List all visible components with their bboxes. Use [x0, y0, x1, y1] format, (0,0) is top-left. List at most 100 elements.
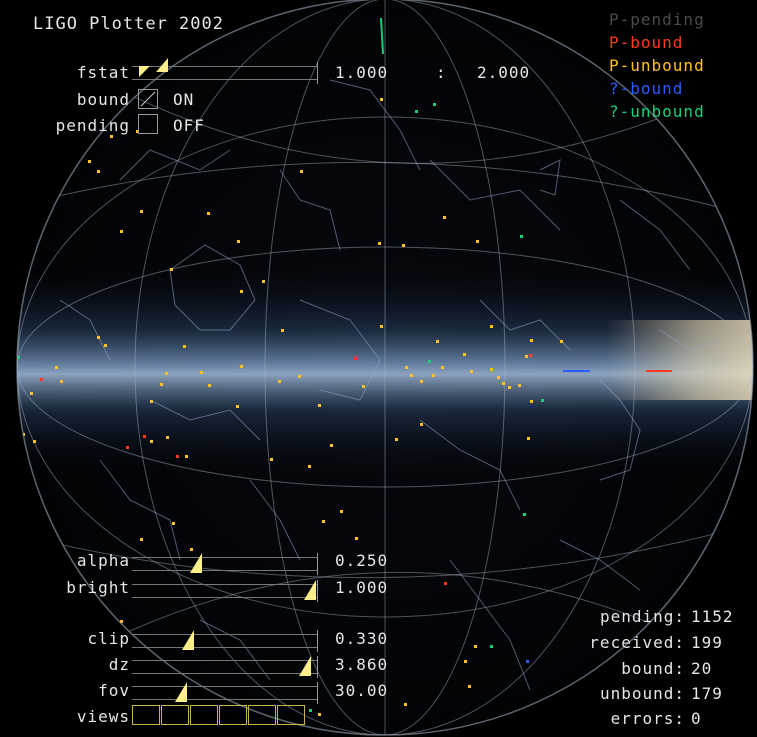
candidate-point — [410, 374, 413, 377]
candidate-point — [208, 384, 211, 387]
pending-checkbox[interactable] — [138, 114, 158, 134]
dz-handle[interactable] — [299, 656, 312, 676]
pending-label: pending — [55, 116, 130, 135]
candidate-point — [318, 713, 321, 716]
candidate-point — [240, 365, 243, 368]
candidate-point — [104, 344, 107, 347]
alpha-label: alpha — [76, 551, 130, 570]
candidate-point — [378, 242, 381, 245]
view-slot[interactable] — [132, 705, 160, 725]
candidate-point — [395, 438, 398, 441]
galactic-core-glow — [17, 320, 753, 400]
candidate-point — [136, 130, 139, 133]
candidate-point — [60, 380, 63, 383]
alpha-handle[interactable] — [190, 553, 202, 573]
candidate-point — [207, 212, 210, 215]
candidate-point — [166, 436, 169, 439]
candidate-point — [281, 329, 284, 332]
candidate-point — [526, 660, 529, 663]
candidate-point — [97, 170, 100, 173]
candidate-point — [120, 620, 123, 623]
candidate-point — [530, 339, 533, 342]
candidate-point — [262, 280, 265, 283]
candidate-point — [318, 404, 321, 407]
candidate-point — [55, 366, 58, 369]
view-slot[interactable] — [277, 705, 305, 725]
candidate-point — [298, 375, 301, 378]
legend-q-bound: ?-bound — [609, 79, 684, 98]
bright-value: 1.000 — [335, 578, 389, 597]
view-slot[interactable] — [161, 705, 189, 725]
candidate-point — [97, 336, 100, 339]
candidate-point — [309, 709, 312, 712]
candidate-point — [530, 400, 533, 403]
legend-q-unbound: ?-unbound — [609, 102, 705, 121]
candidate-points — [17, 98, 563, 716]
stat-pending-label: pending: — [599, 607, 685, 626]
clip-slider[interactable] — [132, 630, 318, 652]
candidate-point — [497, 376, 500, 379]
fstat-max-handle[interactable] — [156, 58, 168, 72]
bound-state: ON — [173, 90, 195, 109]
fov-handle[interactable] — [174, 682, 187, 702]
fstat-min-handle[interactable] — [139, 66, 150, 77]
candidate-point — [420, 380, 423, 383]
candidate-point — [200, 371, 203, 374]
clip-label: clip — [87, 629, 130, 648]
app-title: LIGO Plotter 2002 — [33, 14, 224, 34]
dz-slider[interactable] — [132, 656, 318, 678]
sphere-outline — [16, 0, 754, 736]
fov-value: 30.00 — [335, 681, 389, 700]
coordinate-grid — [17, 0, 753, 735]
fstat-min-value: 1.000 — [335, 63, 389, 82]
bound-checkbox[interactable] — [138, 89, 158, 109]
stat-bound-value: 20 — [691, 659, 713, 678]
candidate-point — [490, 368, 493, 371]
candidate-point — [529, 354, 532, 357]
candidate-point — [183, 345, 186, 348]
candidate-point — [140, 538, 143, 541]
stat-received-label: received: — [589, 633, 685, 652]
fstat-track[interactable] — [132, 62, 318, 84]
clip-handle[interactable] — [182, 630, 195, 650]
candidate-point — [340, 510, 343, 513]
legend-p-bound: P-bound — [609, 33, 684, 52]
candidate-point — [330, 444, 333, 447]
candidate-point — [150, 400, 153, 403]
view-slot[interactable] — [248, 705, 276, 725]
candidate-point — [150, 440, 153, 443]
candidate-point — [402, 244, 405, 247]
candidate-point — [362, 385, 365, 388]
view-slot[interactable] — [219, 705, 247, 725]
view-slot[interactable] — [190, 705, 218, 725]
dz-value: 3.860 — [335, 655, 389, 674]
stat-unbound-value: 179 — [691, 684, 723, 703]
candidate-point — [432, 374, 435, 377]
candidate-point — [523, 513, 526, 516]
candidate-point — [420, 423, 423, 426]
candidate-point — [405, 366, 408, 369]
stat-errors-value: 0 — [691, 709, 702, 728]
candidate-point — [354, 357, 357, 360]
candidate-point — [502, 382, 505, 385]
candidate-point — [17, 356, 20, 359]
fstat-max-value: 2.000 — [477, 63, 531, 82]
bright-handle[interactable] — [304, 580, 316, 600]
candidate-point — [300, 170, 303, 173]
stat-bound-label: bound: — [621, 659, 685, 678]
alpha-slider[interactable] — [132, 553, 318, 575]
check-mark-icon — [140, 91, 156, 107]
dz-label: dz — [108, 655, 130, 674]
bright-slider[interactable] — [132, 580, 318, 602]
candidate-point — [525, 355, 528, 358]
candidate-point — [380, 98, 383, 101]
candidate-point — [30, 392, 33, 395]
fov-slider[interactable] — [132, 682, 318, 704]
candidate-point — [428, 360, 431, 363]
views-label: views — [76, 707, 130, 726]
bright-label: bright — [66, 578, 130, 597]
candidate-point — [270, 458, 273, 461]
candidate-point — [490, 325, 493, 328]
